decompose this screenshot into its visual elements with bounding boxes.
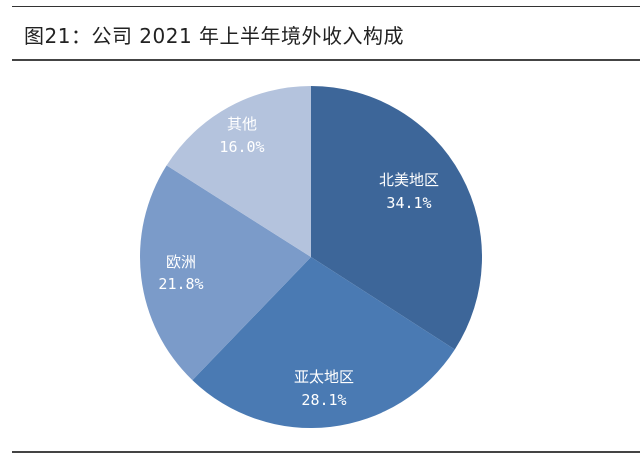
chart-title: 图21：公司 2021 年上半年境外收入构成 [24, 24, 405, 48]
svg-text:21.8%: 21.8% [158, 275, 203, 293]
svg-text:28.1%: 28.1% [301, 391, 346, 409]
pie-slice [166, 86, 311, 257]
pie-slice [192, 257, 455, 428]
svg-text:亚太地区: 亚太地区 [294, 368, 354, 386]
svg-text:欧洲: 欧洲 [166, 253, 196, 271]
top-rule [12, 6, 640, 7]
pie-slice [139, 165, 311, 381]
svg-text:16.0%: 16.0% [219, 138, 264, 156]
pie-slice [311, 86, 482, 350]
title-rule [12, 59, 640, 61]
svg-text:34.1%: 34.1% [386, 194, 431, 212]
svg-text:其他: 其他 [227, 115, 257, 133]
bottom-rule [12, 451, 640, 453]
slice-label-asia-pacific: 亚太地区 28.1% [294, 368, 354, 409]
pie-slices [139, 86, 482, 428]
slice-label-north-america: 北美地区 34.1% [379, 171, 439, 212]
svg-text:北美地区: 北美地区 [379, 171, 439, 189]
slice-label-europe: 欧洲 21.8% [158, 253, 203, 293]
slice-label-other: 其他 16.0% [219, 115, 264, 156]
